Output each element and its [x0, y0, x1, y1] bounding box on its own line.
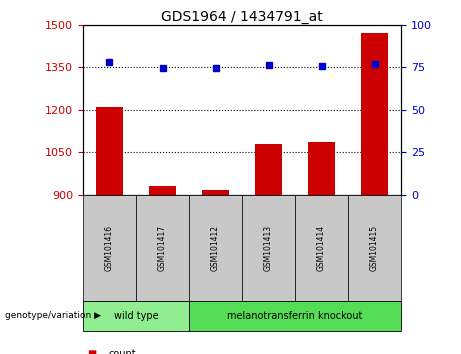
Text: wild type: wild type: [114, 311, 158, 321]
Bar: [136, 195, 189, 301]
Bar: [348, 195, 401, 301]
Text: GSM101412: GSM101412: [211, 225, 220, 271]
Bar: [83, 301, 189, 331]
Bar: [96, 107, 123, 195]
Bar: [295, 195, 348, 301]
Bar: [83, 195, 136, 301]
Bar: [255, 144, 282, 195]
Text: GSM101414: GSM101414: [317, 225, 326, 271]
Text: ■: ■: [88, 349, 97, 354]
Text: GSM101413: GSM101413: [264, 225, 273, 271]
Text: GSM101415: GSM101415: [370, 225, 379, 271]
Bar: [361, 33, 388, 195]
Title: GDS1964 / 1434791_at: GDS1964 / 1434791_at: [161, 10, 323, 24]
Text: GSM101416: GSM101416: [105, 225, 114, 271]
Text: genotype/variation ▶: genotype/variation ▶: [5, 312, 100, 320]
Text: melanotransferrin knockout: melanotransferrin knockout: [227, 311, 363, 321]
Text: GSM101417: GSM101417: [158, 225, 167, 271]
Bar: [308, 142, 335, 195]
Bar: [202, 190, 229, 195]
Bar: [149, 186, 176, 195]
Bar: [189, 195, 242, 301]
Bar: [242, 195, 295, 301]
Text: count: count: [108, 349, 136, 354]
Bar: [189, 301, 401, 331]
